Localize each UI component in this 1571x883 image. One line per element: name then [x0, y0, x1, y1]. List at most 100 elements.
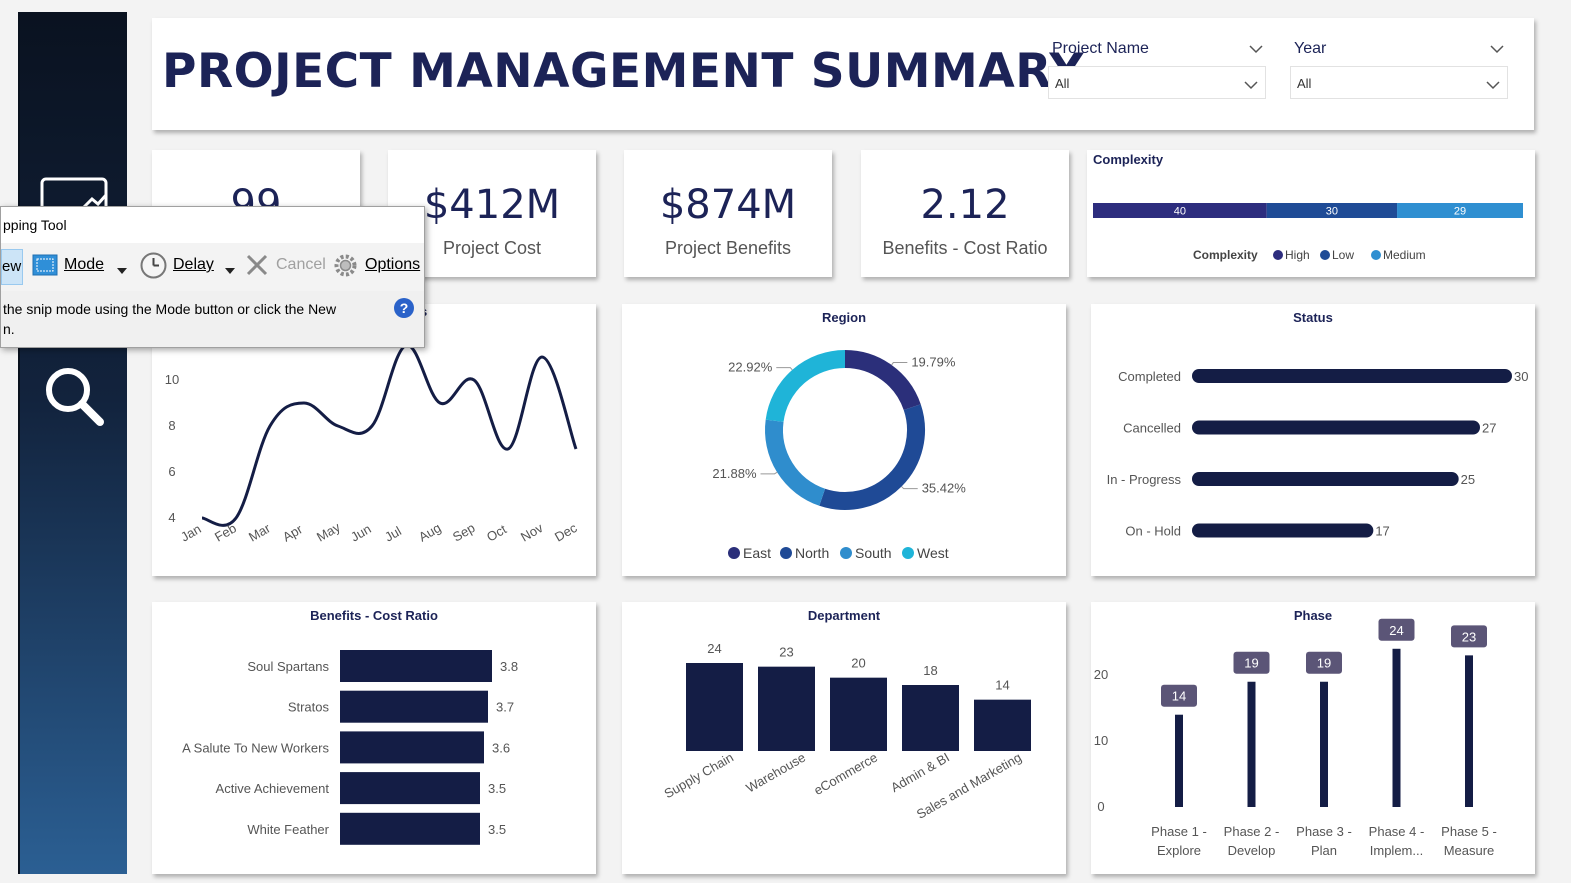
- status-bar: [1192, 472, 1459, 486]
- x-tick-label: Sep: [450, 520, 478, 545]
- x-tick-label: Nov: [518, 520, 546, 545]
- bcr-category-label: Active Achievement: [216, 781, 330, 796]
- phase-category-label: Measure: [1444, 843, 1495, 858]
- search-icon[interactable]: [42, 364, 106, 428]
- mode-dropdown-icon[interactable]: [116, 262, 128, 280]
- phase-value-label: 19: [1317, 656, 1331, 671]
- bcr-bar: [340, 772, 480, 805]
- complexity-chart: 40 30 29 Complexity High Low Medium: [1093, 203, 1523, 262]
- status-category-label: Cancelled: [1123, 421, 1181, 436]
- bcr-title: Benefits - Cost Ratio: [310, 608, 438, 623]
- status-bar: [1192, 523, 1374, 538]
- chevron-down-icon: [1485, 76, 1501, 95]
- gear-icon[interactable]: [333, 253, 358, 283]
- bcr-card: Benefits - Cost Ratio Soul Spartans 3.8 St…: [152, 602, 596, 874]
- status-value-label: 27: [1482, 421, 1496, 436]
- mode-button[interactable]: Mode: [64, 256, 105, 273]
- monthly-line-card: s 46810JanFebMarAprMayJunJulAugSepOctNov…: [152, 304, 596, 576]
- phase-bar: [1175, 714, 1183, 807]
- department-value-label: 14: [995, 678, 1009, 693]
- department-bar: [830, 677, 887, 751]
- clock-icon[interactable]: [140, 252, 167, 284]
- phase-value-badge: [1306, 651, 1342, 674]
- delay-dropdown-icon[interactable]: [224, 262, 236, 280]
- phase-chart: 0 10 20 14 Phase 1 - Explore 19 Phase 2 - Develo…: [1094, 618, 1497, 858]
- phase-value-badge: [1451, 625, 1487, 648]
- project-name-filter-label: Project Name: [1052, 40, 1149, 57]
- x-tick-label: Dec: [552, 520, 580, 545]
- year-filter-value: All: [1297, 76, 1312, 91]
- bcr-bar-chart: Soul Spartans 3.8 Stratos 3.7 A Salute To Ne…: [182, 650, 518, 845]
- department-bar: [686, 663, 743, 751]
- options-button[interactable]: Options: [365, 256, 421, 273]
- delay-button[interactable]: Delay: [173, 256, 214, 273]
- help-icon[interactable]: ?: [394, 298, 414, 318]
- department-bar: [902, 685, 959, 751]
- department-value-label: 24: [707, 641, 721, 656]
- x-tick-label: Aug: [416, 520, 444, 545]
- phase-card: Phase 0 10 20 14 Phase 1 - Explore 19 Phase 2 -…: [1091, 602, 1535, 874]
- complexity-card: Complexity 40 30 29 Complexity High Low Medium: [1087, 150, 1535, 277]
- snipping-tool-titlebar[interactable]: pping Tool: [1, 207, 424, 243]
- phase-category-label: Implem...: [1370, 843, 1423, 858]
- y-tick-label: 0: [1097, 799, 1104, 814]
- legend-marker: [1320, 250, 1330, 260]
- x-tick-label: Apr: [280, 521, 306, 544]
- complexity-segment: [1266, 203, 1398, 218]
- kpi-value: 2.12: [920, 182, 1010, 228]
- region-legend-item: East: [743, 545, 771, 561]
- kpi-label: Benefits - Cost Ratio: [882, 238, 1048, 258]
- complexity-segment-label: 30: [1326, 206, 1338, 218]
- snipping-tool-window[interactable]: pping Tool ew Mode Delay Cancel: [0, 206, 425, 348]
- year-filter[interactable]: All: [1290, 66, 1508, 99]
- mode-icon[interactable]: [32, 254, 58, 276]
- y-tick-label: 10: [165, 372, 179, 387]
- x-tick-label: Jun: [348, 521, 374, 544]
- new-button[interactable]: ew: [1, 249, 23, 285]
- bcr-bar: [340, 812, 480, 845]
- department-category-label: eCommerce: [811, 750, 880, 798]
- x-tick-label: May: [314, 519, 343, 545]
- header-card: PROJECT MANAGEMENT SUMMARY Project Name …: [152, 18, 1534, 130]
- phase-value-label: 24: [1389, 623, 1403, 638]
- department-value-label: 18: [923, 663, 937, 678]
- donut-leader-line: [891, 362, 908, 366]
- cancel-button: Cancel: [276, 256, 326, 273]
- donut-slice: [765, 350, 846, 423]
- status-bar-chart: Completed 30 Cancelled 27 In - Progress 25 On …: [1107, 369, 1528, 539]
- y-tick-label: 6: [168, 464, 175, 479]
- donut-data-label: 19.79%: [911, 355, 956, 370]
- donut-data-label: 35.42%: [922, 481, 967, 496]
- x-tick-label: Jul: [382, 523, 404, 544]
- donut-leader-line: [901, 486, 918, 490]
- bcr-value-label: 3.6: [492, 740, 510, 755]
- status-card: Status Completed 30 Cancelled 27 In - Progre…: [1091, 304, 1535, 576]
- complexity-segment: [1397, 203, 1523, 218]
- kpi-value: $412M: [423, 182, 561, 228]
- project-name-filter[interactable]: All: [1048, 66, 1266, 99]
- legend-marker: [728, 547, 740, 559]
- chevron-down-icon[interactable]: [1248, 40, 1264, 59]
- department-value-label: 23: [779, 645, 793, 660]
- complexity-legend-item: Medium: [1383, 248, 1426, 262]
- bcr-category-label: White Feather: [247, 822, 329, 837]
- phase-bar: [1320, 681, 1328, 807]
- left-nav: [18, 12, 127, 874]
- chevron-down-icon[interactable]: [1489, 40, 1505, 59]
- y-tick-label: 8: [168, 418, 175, 433]
- phase-title: Phase: [1293, 608, 1333, 623]
- complexity-title: Complexity: [1093, 152, 1164, 167]
- phase-bar: [1247, 681, 1256, 807]
- bcr-category-label: Soul Spartans: [247, 659, 329, 674]
- monthly-series-line: [201, 343, 578, 527]
- phase-category-label: Phase 4 -: [1369, 824, 1425, 839]
- status-value-label: 30: [1514, 369, 1528, 384]
- department-card: Department 24 Supply Chain 23 Warehouse 20 eC…: [622, 602, 1066, 874]
- donut-slice: [819, 404, 925, 510]
- bcr-value-label: 3.7: [496, 700, 514, 715]
- x-tick-label: Jan: [178, 521, 204, 544]
- department-category-label: Supply Chain: [662, 750, 736, 802]
- year-filter-label: Year: [1294, 40, 1327, 57]
